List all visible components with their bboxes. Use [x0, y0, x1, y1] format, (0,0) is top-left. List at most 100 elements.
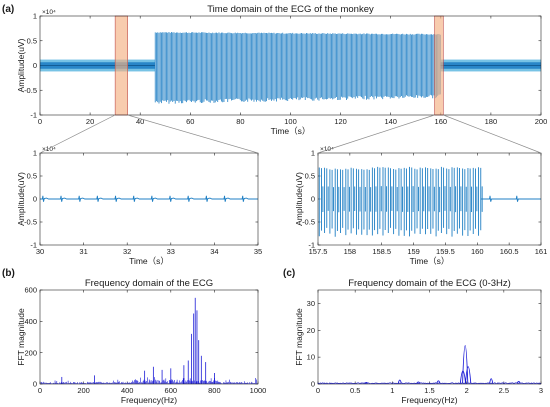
ecg-burst-trace — [154, 32, 441, 104]
zoom-connector-line — [317, 114, 435, 154]
y-axis-label: Amplitude(uV) — [294, 172, 304, 226]
zoom-connector-line — [443, 114, 542, 154]
y-tick-label: 0.5 — [27, 172, 37, 181]
x-axis-label: Time（s） — [129, 256, 169, 266]
time-domain-full-plot: 0 20 40 60 80 100 120 140 160 180 200 -1 -0.5 0 0.5 1 Ti… — [16, 4, 547, 136]
x-axis-label: Frequency(Hz) — [401, 395, 457, 405]
axes-frame — [39, 15, 542, 116]
zoom-connector-line — [39, 114, 116, 154]
y-axis-label: Amplitude(uV) — [16, 38, 26, 92]
x-tick-label: 161 — [535, 247, 548, 256]
fft-peak — [436, 380, 441, 384]
frequency-domain-plot: 0 200 400 600 800 1000 0 200 400 600 Frequency dom… — [16, 278, 266, 405]
y-tick-label: 0.5 — [27, 36, 37, 45]
x-tick-label: 160.5 — [500, 247, 519, 256]
y-tick-label: 1 — [33, 149, 37, 158]
x-tick-label: 34 — [210, 247, 218, 256]
x-tick-label: 400 — [121, 386, 134, 395]
x-tick-label: 35 — [254, 247, 262, 256]
zoom-connectors — [39, 114, 542, 154]
x-tick-label: 0 — [38, 386, 42, 395]
y-tick-label: -0.5 — [24, 218, 37, 227]
time-domain-zoom-right-plot: 157.5 158 158.5 159 159.5 160 160.5 161 -1 -0.5 0 0… — [294, 146, 547, 266]
x-tick-label: 33 — [167, 247, 175, 256]
x-tick-label: 159 — [407, 247, 420, 256]
fft-peak — [397, 379, 402, 384]
zoom-highlight-window — [114, 15, 128, 116]
x-tick-label: 0.5 — [350, 386, 360, 395]
x-tick-label: 20 — [86, 117, 94, 126]
zoom-connector-line — [127, 114, 259, 154]
fft-noise-floor — [40, 377, 258, 384]
x-tick-label: 600 — [165, 386, 178, 395]
signal-group — [40, 32, 541, 104]
x-tick-label: 200 — [77, 386, 90, 395]
x-tick-label: 0 — [316, 386, 320, 395]
y-tick-label: 0 — [33, 195, 37, 204]
y-tick-label: 0 — [311, 195, 315, 204]
fft-peak — [465, 366, 472, 384]
y-tick-label: 0 — [311, 380, 315, 389]
x-tick-label: 160 — [435, 117, 448, 126]
y-exponent-label: ×10⁴ — [42, 146, 56, 153]
x-tick-label: 32 — [123, 247, 131, 256]
x-tick-label: 80 — [236, 117, 244, 126]
x-tick-label: 200 — [535, 117, 548, 126]
y-tick-label: 0 — [33, 380, 37, 389]
axes-frame — [39, 152, 259, 246]
x-tick-label: 158 — [344, 247, 357, 256]
y-tick-label: 0.5 — [305, 172, 315, 181]
x-tick-label: 157.5 — [309, 247, 328, 256]
x-tick-label: 160 — [471, 247, 484, 256]
fft-peak — [489, 378, 494, 384]
y-axis-label: FFT magnitude — [16, 308, 26, 366]
axes-frame — [317, 289, 542, 385]
x-tick-label: 0 — [38, 117, 42, 126]
x-tick-label: 1000 — [250, 386, 267, 395]
x-axis-label: Frequency(Hz) — [121, 395, 177, 405]
panel-label-b: (b) — [2, 268, 15, 279]
x-tick-label: 60 — [186, 117, 194, 126]
panel-label-a: (a) — [2, 4, 14, 15]
x-tick-label: 40 — [136, 117, 144, 126]
y-tick-label: 10 — [307, 353, 315, 362]
chart-title: Frequency domain of the ECG (0-3Hz) — [348, 278, 511, 289]
y-tick-label: -1 — [30, 111, 37, 120]
y-tick-label: -0.5 — [302, 218, 315, 227]
chart-title: Time domain of the ECG of the monkey — [207, 4, 374, 15]
y-tick-label: -0.5 — [24, 86, 37, 95]
panel-label-c: (c) — [283, 268, 295, 279]
zoom-highlight-window — [434, 15, 444, 116]
y-tick-label: 1 — [33, 12, 37, 21]
y-tick-label: 1 — [311, 149, 315, 158]
y-tick-label: 400 — [24, 317, 37, 326]
fft-peak — [459, 370, 466, 384]
y-axis-label: FFT magnitude — [294, 308, 304, 366]
x-axis-label: Time（s） — [410, 256, 450, 266]
fft-baseline-trace — [317, 382, 542, 385]
x-tick-label: 800 — [208, 386, 221, 395]
x-tick-label: 158.5 — [372, 247, 391, 256]
fft-peak — [416, 381, 421, 384]
x-tick-label: 159.5 — [436, 247, 455, 256]
y-tick-label: 20 — [307, 326, 315, 335]
x-tick-label: 140 — [384, 117, 397, 126]
ecg-trace — [40, 195, 258, 202]
chart-title: Frequency domain of the ECG — [85, 278, 213, 289]
x-axis-label: Time（s） — [271, 126, 311, 136]
y-tick-label: 0 — [33, 61, 37, 70]
x-tick-label: 1 — [390, 386, 394, 395]
y-tick-label: 200 — [24, 348, 37, 357]
x-tick-label: 180 — [485, 117, 498, 126]
x-tick-label: 30 — [36, 247, 44, 256]
y-tick-label: -1 — [30, 241, 37, 250]
x-tick-label: 1.5 — [424, 386, 434, 395]
y-tick-label: -1 — [308, 241, 315, 250]
ecg-burst-trace — [318, 166, 483, 237]
y-axis-label: Amplitude(uV) — [16, 172, 26, 226]
x-tick-label: 2 — [465, 386, 469, 395]
y-exponent-label: ×10⁴ — [320, 146, 334, 153]
time-domain-zoom-left-plot: 30 31 32 33 34 35 -1 -0.5 0 0.5 1 Time（s） Amplitude(… — [16, 146, 262, 266]
